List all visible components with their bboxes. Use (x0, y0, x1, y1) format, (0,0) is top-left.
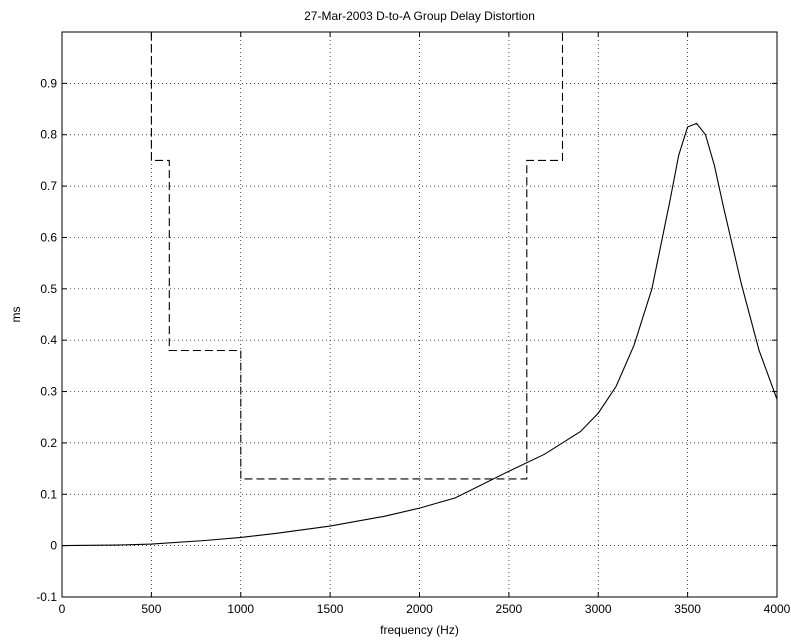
x-tick-label: 3500 (674, 602, 701, 616)
x-tick-label: 2000 (406, 602, 433, 616)
chart-title: 27-Mar-2003 D-to-A Group Delay Distortio… (304, 9, 535, 23)
y-tick-labels: -0.1 0 0.1 0.2 0.3 0.4 0.5 0.6 0.7 0.8 0.9 (36, 76, 57, 604)
x-tick-label: 1000 (227, 602, 254, 616)
dashed-limit-line (150, 32, 564, 480)
x-axis-label: frequency (Hz) (380, 623, 459, 637)
x-tick-labels: 0 500 1000 1500 2000 2500 3000 3500 4000 (59, 602, 791, 616)
x-tick-label: 0 (59, 602, 66, 616)
y-tick-label: 0.1 (40, 487, 57, 501)
x-tick-label: 1500 (317, 602, 344, 616)
y-tick-label: 0 (50, 539, 57, 553)
y-tick-label: 0.6 (40, 230, 57, 244)
group-delay-curve (61, 122, 778, 547)
y-tick-label: 0.9 (40, 76, 57, 90)
y-tick-label: 0.4 (40, 333, 57, 347)
plot-area (62, 32, 777, 597)
tick-marks (61, 32, 778, 598)
y-tick-label: 0.7 (40, 179, 57, 193)
y-tick-label: 0.2 (40, 436, 57, 450)
y-tick-label: 0.5 (40, 282, 57, 296)
x-tick-label: 4000 (764, 602, 791, 616)
y-axis-label: ms (9, 307, 23, 323)
series-group (61, 32, 778, 547)
y-tick-label: 0.8 (40, 128, 57, 142)
y-tick-label: 0.3 (40, 385, 57, 399)
x-tick-label: 2500 (496, 602, 523, 616)
y-tick-label: -0.1 (36, 590, 57, 604)
x-tick-label: 500 (141, 602, 161, 616)
x-tick-label: 3000 (585, 602, 612, 616)
